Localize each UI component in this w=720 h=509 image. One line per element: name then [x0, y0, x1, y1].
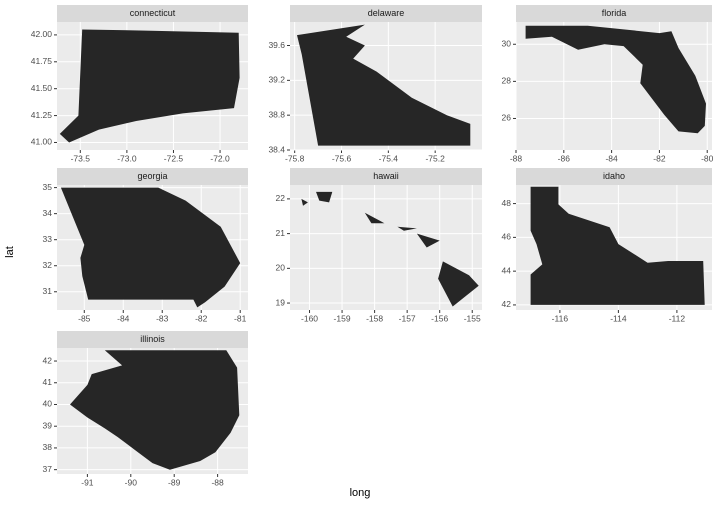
y-tick-label: 42 [43, 355, 53, 365]
x-tick-label: -85 [78, 313, 91, 323]
strip [57, 331, 248, 348]
y-tick-label: 32 [43, 260, 53, 270]
strip-title: georgia [137, 171, 167, 181]
state-shape [70, 350, 240, 470]
state-shape [438, 261, 479, 307]
x-tick-label: -84 [117, 313, 130, 323]
state-shape [316, 191, 333, 203]
y-axis-title: lat [4, 246, 16, 258]
y-tick-label: 28 [502, 76, 512, 86]
y-tick-label: 39 [43, 420, 53, 430]
y-tick-label: 38.4 [268, 144, 285, 154]
y-tick-label: 26 [502, 113, 512, 123]
y-tick-label: 48 [502, 198, 512, 208]
x-tick-label: -89 [168, 477, 181, 487]
x-tick-label: -155 [464, 313, 481, 323]
y-tick-label: 38 [43, 442, 53, 452]
state-shape [301, 198, 308, 206]
state-shape [364, 212, 385, 224]
x-tick-label: -84 [605, 153, 618, 163]
x-tick-label: -72.5 [164, 153, 184, 163]
x-tick-label: -158 [366, 313, 383, 323]
x-tick-label: -88 [211, 477, 224, 487]
y-tick-label: 39.6 [268, 40, 285, 50]
x-tick-label: -88 [510, 153, 523, 163]
state-shape [297, 24, 471, 146]
strip [516, 5, 712, 22]
x-tick-label: -72.0 [210, 153, 230, 163]
y-tick-label: 21 [276, 228, 286, 238]
x-tick-label: -114 [610, 313, 627, 323]
x-tick-label: -73.5 [71, 153, 91, 163]
x-tick-label: -83 [156, 313, 169, 323]
y-tick-label: 39.2 [268, 75, 285, 85]
x-tick-label: -91 [81, 477, 94, 487]
y-tick-label: 22 [276, 193, 286, 203]
strip-title: illinois [140, 334, 165, 344]
y-tick-label: 41.75 [31, 56, 53, 66]
x-tick-label: -116 [552, 313, 569, 323]
y-tick-label: 33 [43, 234, 53, 244]
state-shape [397, 226, 417, 231]
y-tick-label: 31 [43, 286, 53, 296]
x-tick-label: -160 [301, 313, 318, 323]
x-tick-label: -90 [125, 477, 138, 487]
state-shape [530, 186, 705, 305]
x-tick-label: -159 [334, 313, 351, 323]
strip-title: idaho [603, 171, 625, 181]
strip [57, 5, 248, 22]
state-shape [416, 233, 440, 248]
y-tick-label: 34 [43, 208, 53, 218]
strip-title: florida [602, 8, 627, 18]
strip [516, 168, 712, 185]
x-tick-label: -75.6 [332, 153, 352, 163]
y-tick-label: 41.50 [31, 83, 53, 93]
x-tick-label: -86 [558, 153, 571, 163]
x-tick-label: -82 [653, 153, 666, 163]
x-tick-label: -157 [399, 313, 416, 323]
x-tick-label: -82 [195, 313, 208, 323]
x-tick-label: -156 [431, 313, 448, 323]
x-tick-label: -81 [234, 313, 247, 323]
x-tick-label: -75.4 [379, 153, 399, 163]
x-tick-label: -73.0 [117, 153, 137, 163]
x-tick-label: -75.2 [425, 153, 445, 163]
strip-title: delaware [368, 8, 405, 18]
y-tick-label: 44 [502, 265, 512, 275]
strip [57, 168, 248, 185]
y-tick-label: 37 [43, 464, 53, 474]
y-tick-label: 38.8 [268, 109, 285, 119]
strip [290, 5, 482, 22]
state-shape [59, 29, 240, 143]
y-tick-label: 20 [276, 263, 286, 273]
y-tick-label: 41.25 [31, 110, 53, 120]
strip-title: hawaii [373, 171, 399, 181]
y-tick-label: 41.00 [31, 137, 53, 147]
x-axis-title: long [350, 487, 371, 499]
strip [290, 168, 482, 185]
y-tick-label: 19 [276, 297, 286, 307]
x-tick-label: -75.8 [285, 153, 305, 163]
y-tick-label: 30 [502, 39, 512, 49]
state-shape [60, 187, 241, 308]
y-tick-label: 46 [502, 232, 512, 242]
x-tick-label: -112 [669, 313, 686, 323]
x-tick-label: -80 [701, 153, 714, 163]
strip-title: connecticut [130, 8, 176, 18]
y-tick-label: 42.00 [31, 29, 53, 39]
y-tick-label: 40 [43, 399, 53, 409]
y-tick-label: 41 [43, 377, 53, 387]
state-shape [525, 25, 706, 134]
y-tick-label: 35 [43, 182, 53, 192]
y-tick-label: 42 [502, 299, 512, 309]
